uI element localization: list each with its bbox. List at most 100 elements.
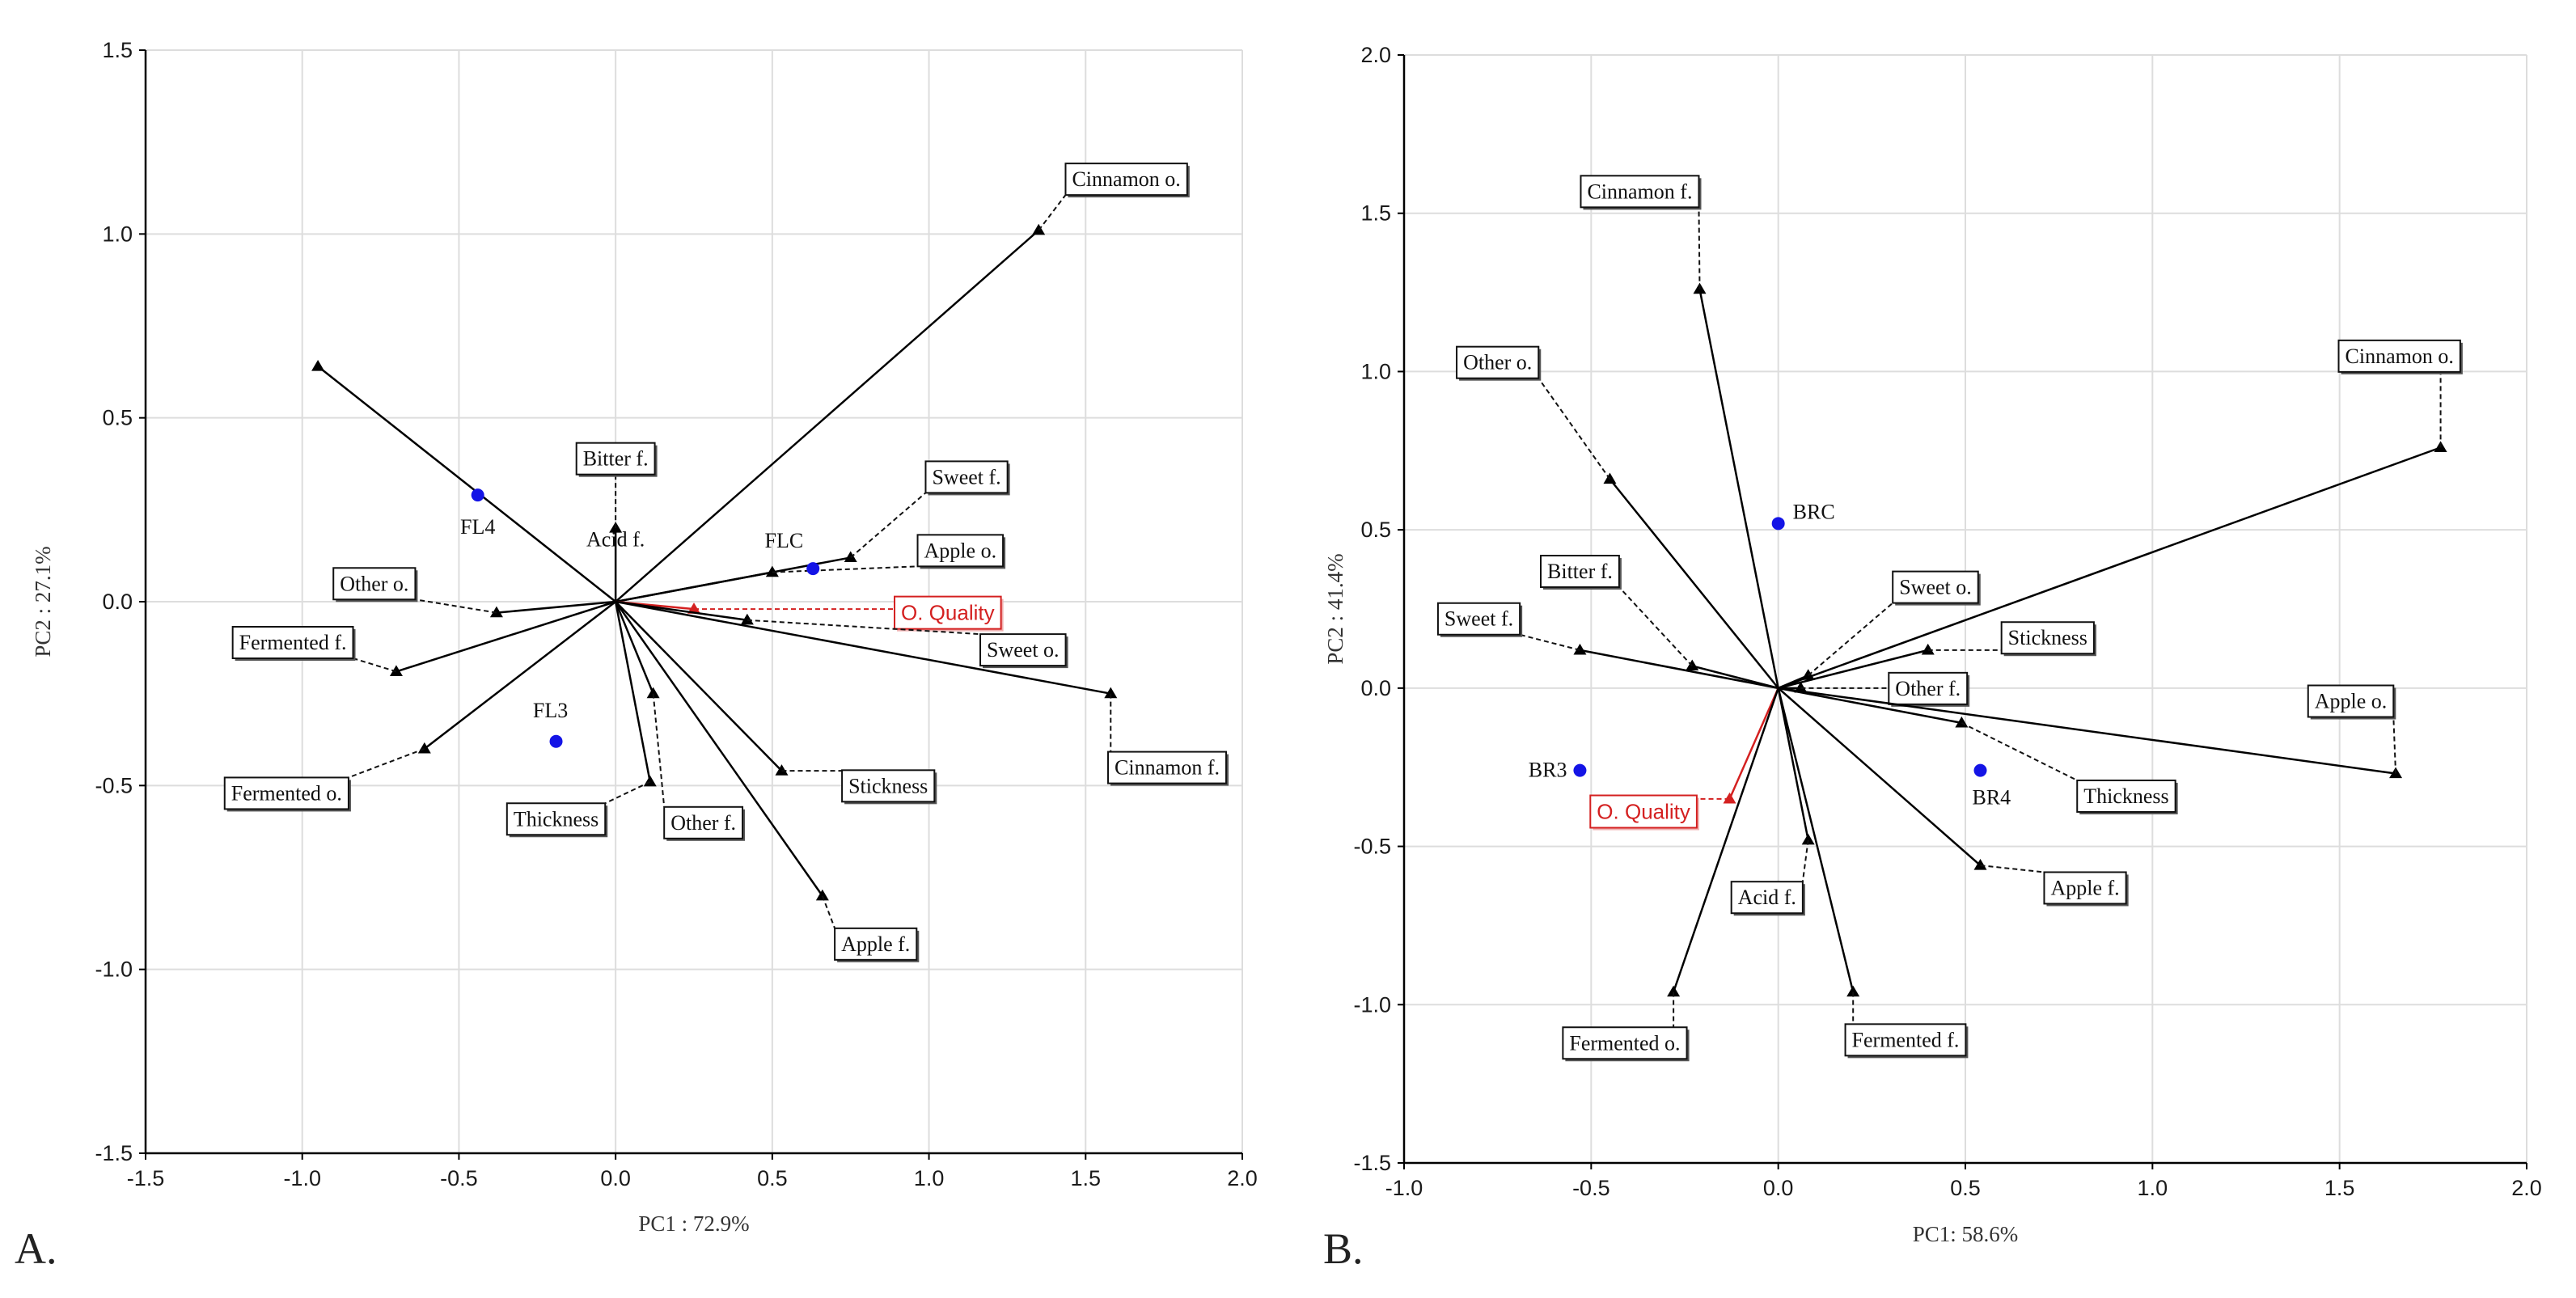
y-tick-label: -1.5 [95,1141,133,1165]
vector-thickness: Thickness [1778,687,2178,814]
vector-line [1777,687,1855,992]
sample-label: FLC [765,529,804,552]
vector-marker [643,775,657,787]
vector-line [1777,687,1809,840]
sample-fl3: FL3 [533,699,568,748]
vector-o-quality: O. Quality [615,595,1004,632]
vector-line [1580,649,1779,690]
vector-leader-line [1980,865,2045,873]
x-tick-label: -0.5 [440,1166,478,1190]
vector-label: Cinnamon o. [1072,167,1180,191]
vector-label-box [1456,345,1540,379]
vector-marker [1723,792,1736,804]
vector-line [1778,687,1962,725]
vector-marker [1104,687,1118,699]
y-tick-label: 1.5 [1360,201,1391,226]
vector-sweet-f: Sweet f. [615,460,1010,603]
x-tick-label: -1.0 [283,1166,321,1190]
vector-stickness: Stickness [1778,621,2096,690]
vector-leader-line [1038,194,1067,231]
vector-label-box [1580,175,1700,209]
vector-label: Fermented o. [1569,1031,1680,1055]
sample-point [1973,763,1987,777]
vector-label: Bitter f. [1547,560,1613,583]
vector-marker [1667,985,1681,997]
vector-leader-line [850,492,927,559]
vector-line [615,600,1111,695]
vector-marker [687,602,700,614]
y-tick-label: 0.5 [1360,518,1391,542]
y-tick-label: -1.0 [1353,992,1391,1017]
y-tick-label: 2.0 [1360,43,1391,67]
vector-acid-f: Acid f. [1730,687,1815,916]
y-tick-label: -0.5 [95,773,133,797]
vector-marker [1573,643,1587,655]
vector-label-box [663,805,744,839]
x-tick-label: 2.0 [2511,1176,2542,1200]
y-axis-title: PC2 : 41.4% [1323,553,1347,664]
vector-other-o: Other o. [1456,345,1779,689]
vector-line [1728,687,1779,800]
sample-point [471,488,484,502]
vector-label-box [1892,570,1979,604]
vector-label-box [575,442,656,476]
vector-label-box [332,567,417,601]
vector-label-box [924,460,1009,494]
vector-apple-o: Apple o. [1778,684,2403,779]
vector-fermented-o: Fermented o. [223,601,616,812]
y-tick-label: 1.0 [102,222,133,246]
vector-marker [417,742,431,754]
vector-marker [1921,643,1935,655]
vector-label: Thickness [514,807,599,831]
vector-bitter-f: Bitter f. [1540,555,1779,690]
vector-line [395,600,616,673]
vector-thickness: Thickness [505,601,657,838]
vector-label-box [979,633,1067,667]
vector-label-box [1064,163,1188,197]
vector-label-box [1730,881,1804,915]
vector-label-box [2307,684,2395,718]
vector-apple-f: Apple f. [615,601,920,962]
y-tick-label: -1.5 [1353,1151,1391,1175]
vector-leader-line [821,895,836,929]
vector-label: Sweet o. [1899,576,1972,599]
vector-label-box [2076,779,2176,813]
x-tick-label: 0.5 [757,1166,788,1190]
x-axis-title: PC1 : 72.9% [638,1211,749,1236]
vector-label: Fermented o. [231,781,342,805]
y-axis-title: PC2 : 27.1% [31,546,55,657]
vector-marker [765,565,779,577]
vector-label: Sweet o. [987,638,1060,662]
vector-label: Apple o. [2315,690,2388,713]
vector-fermented-f: Fermented f. [231,600,616,676]
grid-lines [145,49,1243,1154]
vector-other-o: Other o. [332,567,616,618]
vector-leader-line [1808,602,1893,676]
vector-label: Other o. [1463,351,1532,374]
vector-marker [646,687,660,699]
vector-line [1778,687,2396,775]
vector-label-box [1107,750,1228,784]
x-tick-label: 1.5 [2324,1176,2355,1200]
vector-label: Sweet f. [1445,607,1513,631]
vector-leader-line [1961,722,2078,781]
vector-leader-line [348,747,425,779]
vector-leader-line [2392,717,2397,774]
y-tick-label: 1.0 [1360,359,1391,383]
vector-line [1672,687,1779,993]
vector-label-box [223,776,349,810]
sample-label: FL3 [533,699,568,722]
vector-acid-f: Acid f. [311,360,645,602]
vector-label-box [2043,871,2127,905]
sample-label: BRC [1793,500,1835,523]
sample-brc: BRC [1771,500,1835,531]
vector-line [615,571,773,603]
vector-sweet-f: Sweet f. [1436,602,1779,690]
vector-label-box [1888,671,1969,705]
panel-label: B. [1323,1224,1364,1273]
vector-label: Other o. [340,572,408,595]
vector-label: O. Quality [901,601,995,625]
vector-label: Fermented f. [1852,1028,1960,1051]
vector-sweet-o: Sweet o. [1778,570,1981,690]
